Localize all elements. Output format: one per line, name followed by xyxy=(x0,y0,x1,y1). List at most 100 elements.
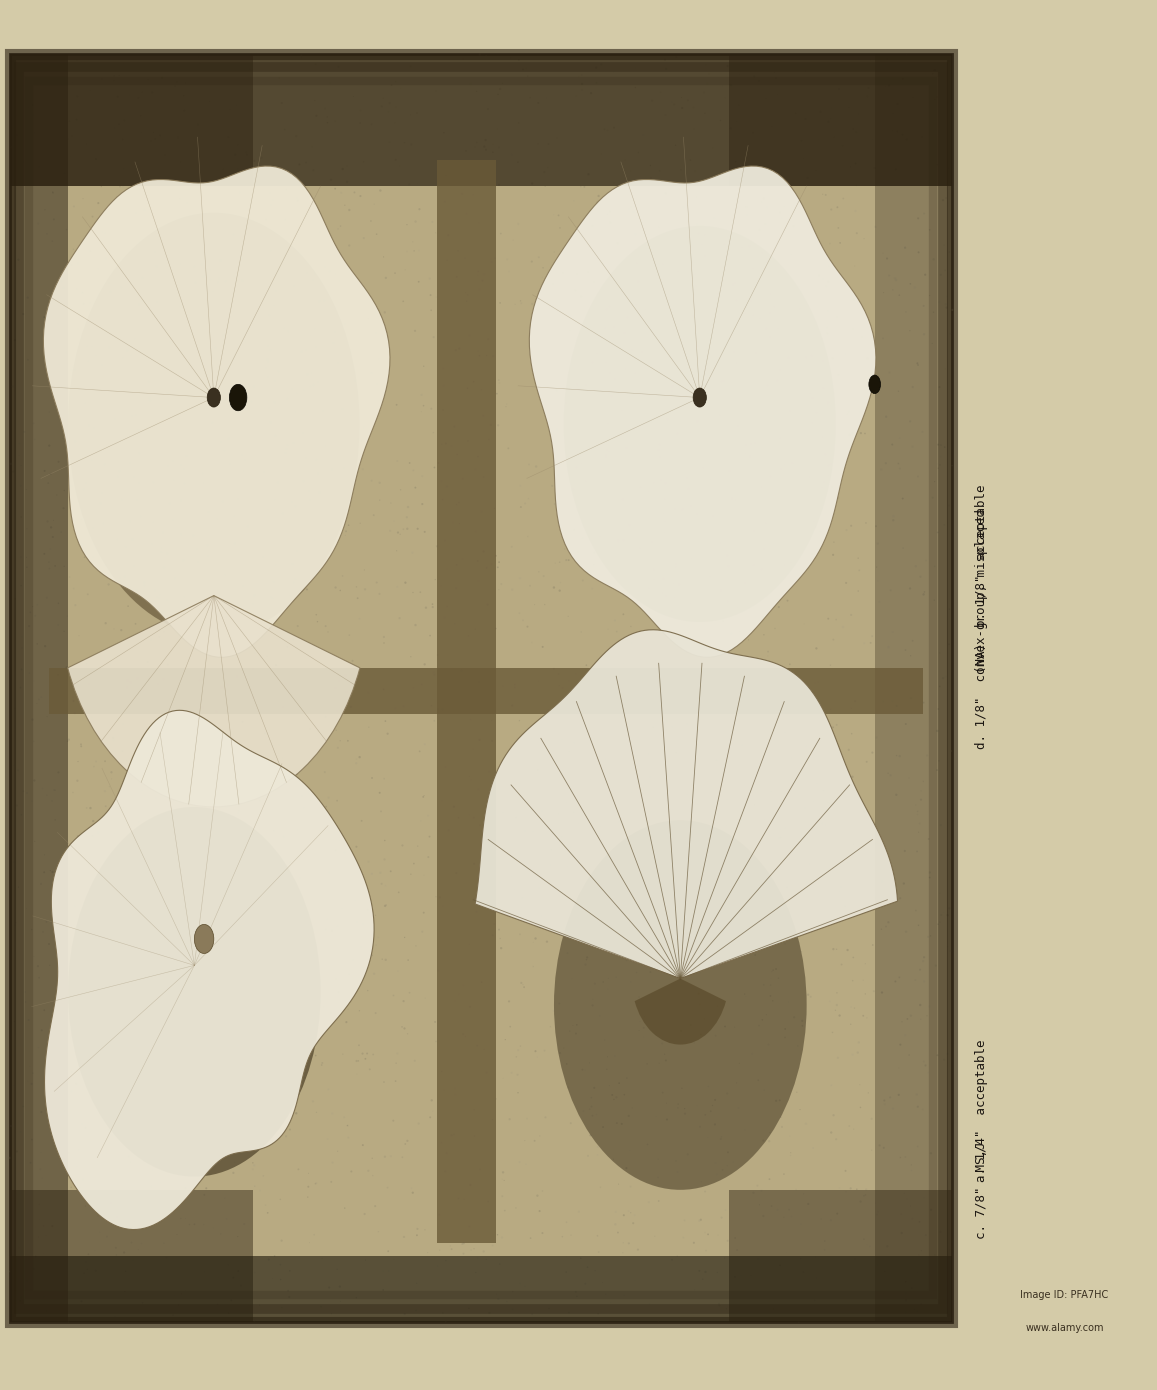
Point xyxy=(691,994,709,1016)
Point xyxy=(533,799,552,821)
Point xyxy=(294,997,312,1019)
Point xyxy=(226,532,244,555)
Point xyxy=(901,410,920,432)
Point xyxy=(355,416,374,438)
Point xyxy=(852,1097,870,1119)
Point xyxy=(788,739,806,762)
Point xyxy=(573,79,591,101)
Point xyxy=(722,117,740,139)
Point xyxy=(101,47,119,70)
Point xyxy=(244,884,263,906)
Point xyxy=(656,812,675,834)
Point xyxy=(218,606,236,628)
Point xyxy=(808,637,826,659)
Point xyxy=(57,909,75,931)
Point xyxy=(305,263,324,285)
Point xyxy=(120,452,139,474)
Point xyxy=(118,670,137,692)
Point xyxy=(81,877,100,899)
Point xyxy=(626,1269,644,1291)
Point xyxy=(385,111,404,133)
Point xyxy=(376,1145,395,1168)
Point xyxy=(126,613,145,635)
Point xyxy=(300,1162,318,1184)
Point xyxy=(550,663,568,685)
Point xyxy=(363,1165,382,1187)
Point xyxy=(20,662,38,684)
Point xyxy=(415,653,434,676)
Point xyxy=(40,435,59,457)
Point xyxy=(84,1015,103,1037)
Point xyxy=(316,760,334,783)
Point xyxy=(639,870,657,892)
Point xyxy=(24,730,43,752)
Point xyxy=(344,948,362,970)
Point xyxy=(108,528,126,550)
Point xyxy=(582,82,600,104)
Point xyxy=(382,492,400,514)
Point xyxy=(169,1294,187,1316)
Point xyxy=(847,121,865,143)
Point xyxy=(752,557,771,580)
Point xyxy=(782,748,801,770)
Point xyxy=(294,423,312,445)
Point xyxy=(650,1052,669,1074)
Point xyxy=(66,702,84,724)
Point xyxy=(333,398,352,420)
Point xyxy=(67,1155,86,1177)
Point xyxy=(345,181,363,203)
Point xyxy=(559,605,577,627)
Point xyxy=(467,1034,486,1056)
Point xyxy=(96,780,115,802)
Point xyxy=(717,545,736,567)
Point xyxy=(863,741,882,763)
Point xyxy=(171,489,190,512)
Point xyxy=(116,566,134,588)
Point xyxy=(6,588,24,610)
Point xyxy=(244,594,263,616)
Point xyxy=(727,705,745,727)
Point xyxy=(877,916,896,938)
Point xyxy=(344,85,362,107)
Point xyxy=(493,1168,511,1190)
Point xyxy=(749,1069,767,1091)
Point xyxy=(921,862,939,884)
Point xyxy=(227,995,245,1017)
Point xyxy=(347,752,366,774)
Point xyxy=(359,1159,377,1182)
Point xyxy=(414,902,433,924)
Point xyxy=(448,443,466,466)
Point xyxy=(609,1222,627,1244)
Point xyxy=(613,488,632,510)
Point xyxy=(305,528,324,550)
Point xyxy=(23,595,42,617)
Point xyxy=(330,56,348,78)
Point xyxy=(915,581,934,603)
Point xyxy=(244,657,263,680)
Point xyxy=(583,988,602,1011)
Point xyxy=(134,873,153,895)
Point xyxy=(101,655,119,677)
Point xyxy=(557,1261,575,1283)
Point xyxy=(596,1029,614,1051)
Point xyxy=(555,538,574,560)
Point xyxy=(657,182,676,204)
Point xyxy=(251,1129,270,1151)
Point xyxy=(607,966,626,988)
Point xyxy=(596,648,614,670)
Point xyxy=(382,860,400,883)
Point xyxy=(827,994,846,1016)
Point xyxy=(307,53,325,75)
Point xyxy=(507,1197,525,1219)
Point xyxy=(943,455,961,477)
Point xyxy=(170,1104,189,1126)
Point xyxy=(30,1194,49,1216)
Point xyxy=(459,1297,478,1319)
Point xyxy=(693,234,712,256)
Point xyxy=(464,183,482,206)
Point xyxy=(495,1169,514,1191)
Point xyxy=(883,120,901,142)
Point xyxy=(227,844,245,866)
Point xyxy=(942,322,960,345)
Point xyxy=(285,571,303,594)
